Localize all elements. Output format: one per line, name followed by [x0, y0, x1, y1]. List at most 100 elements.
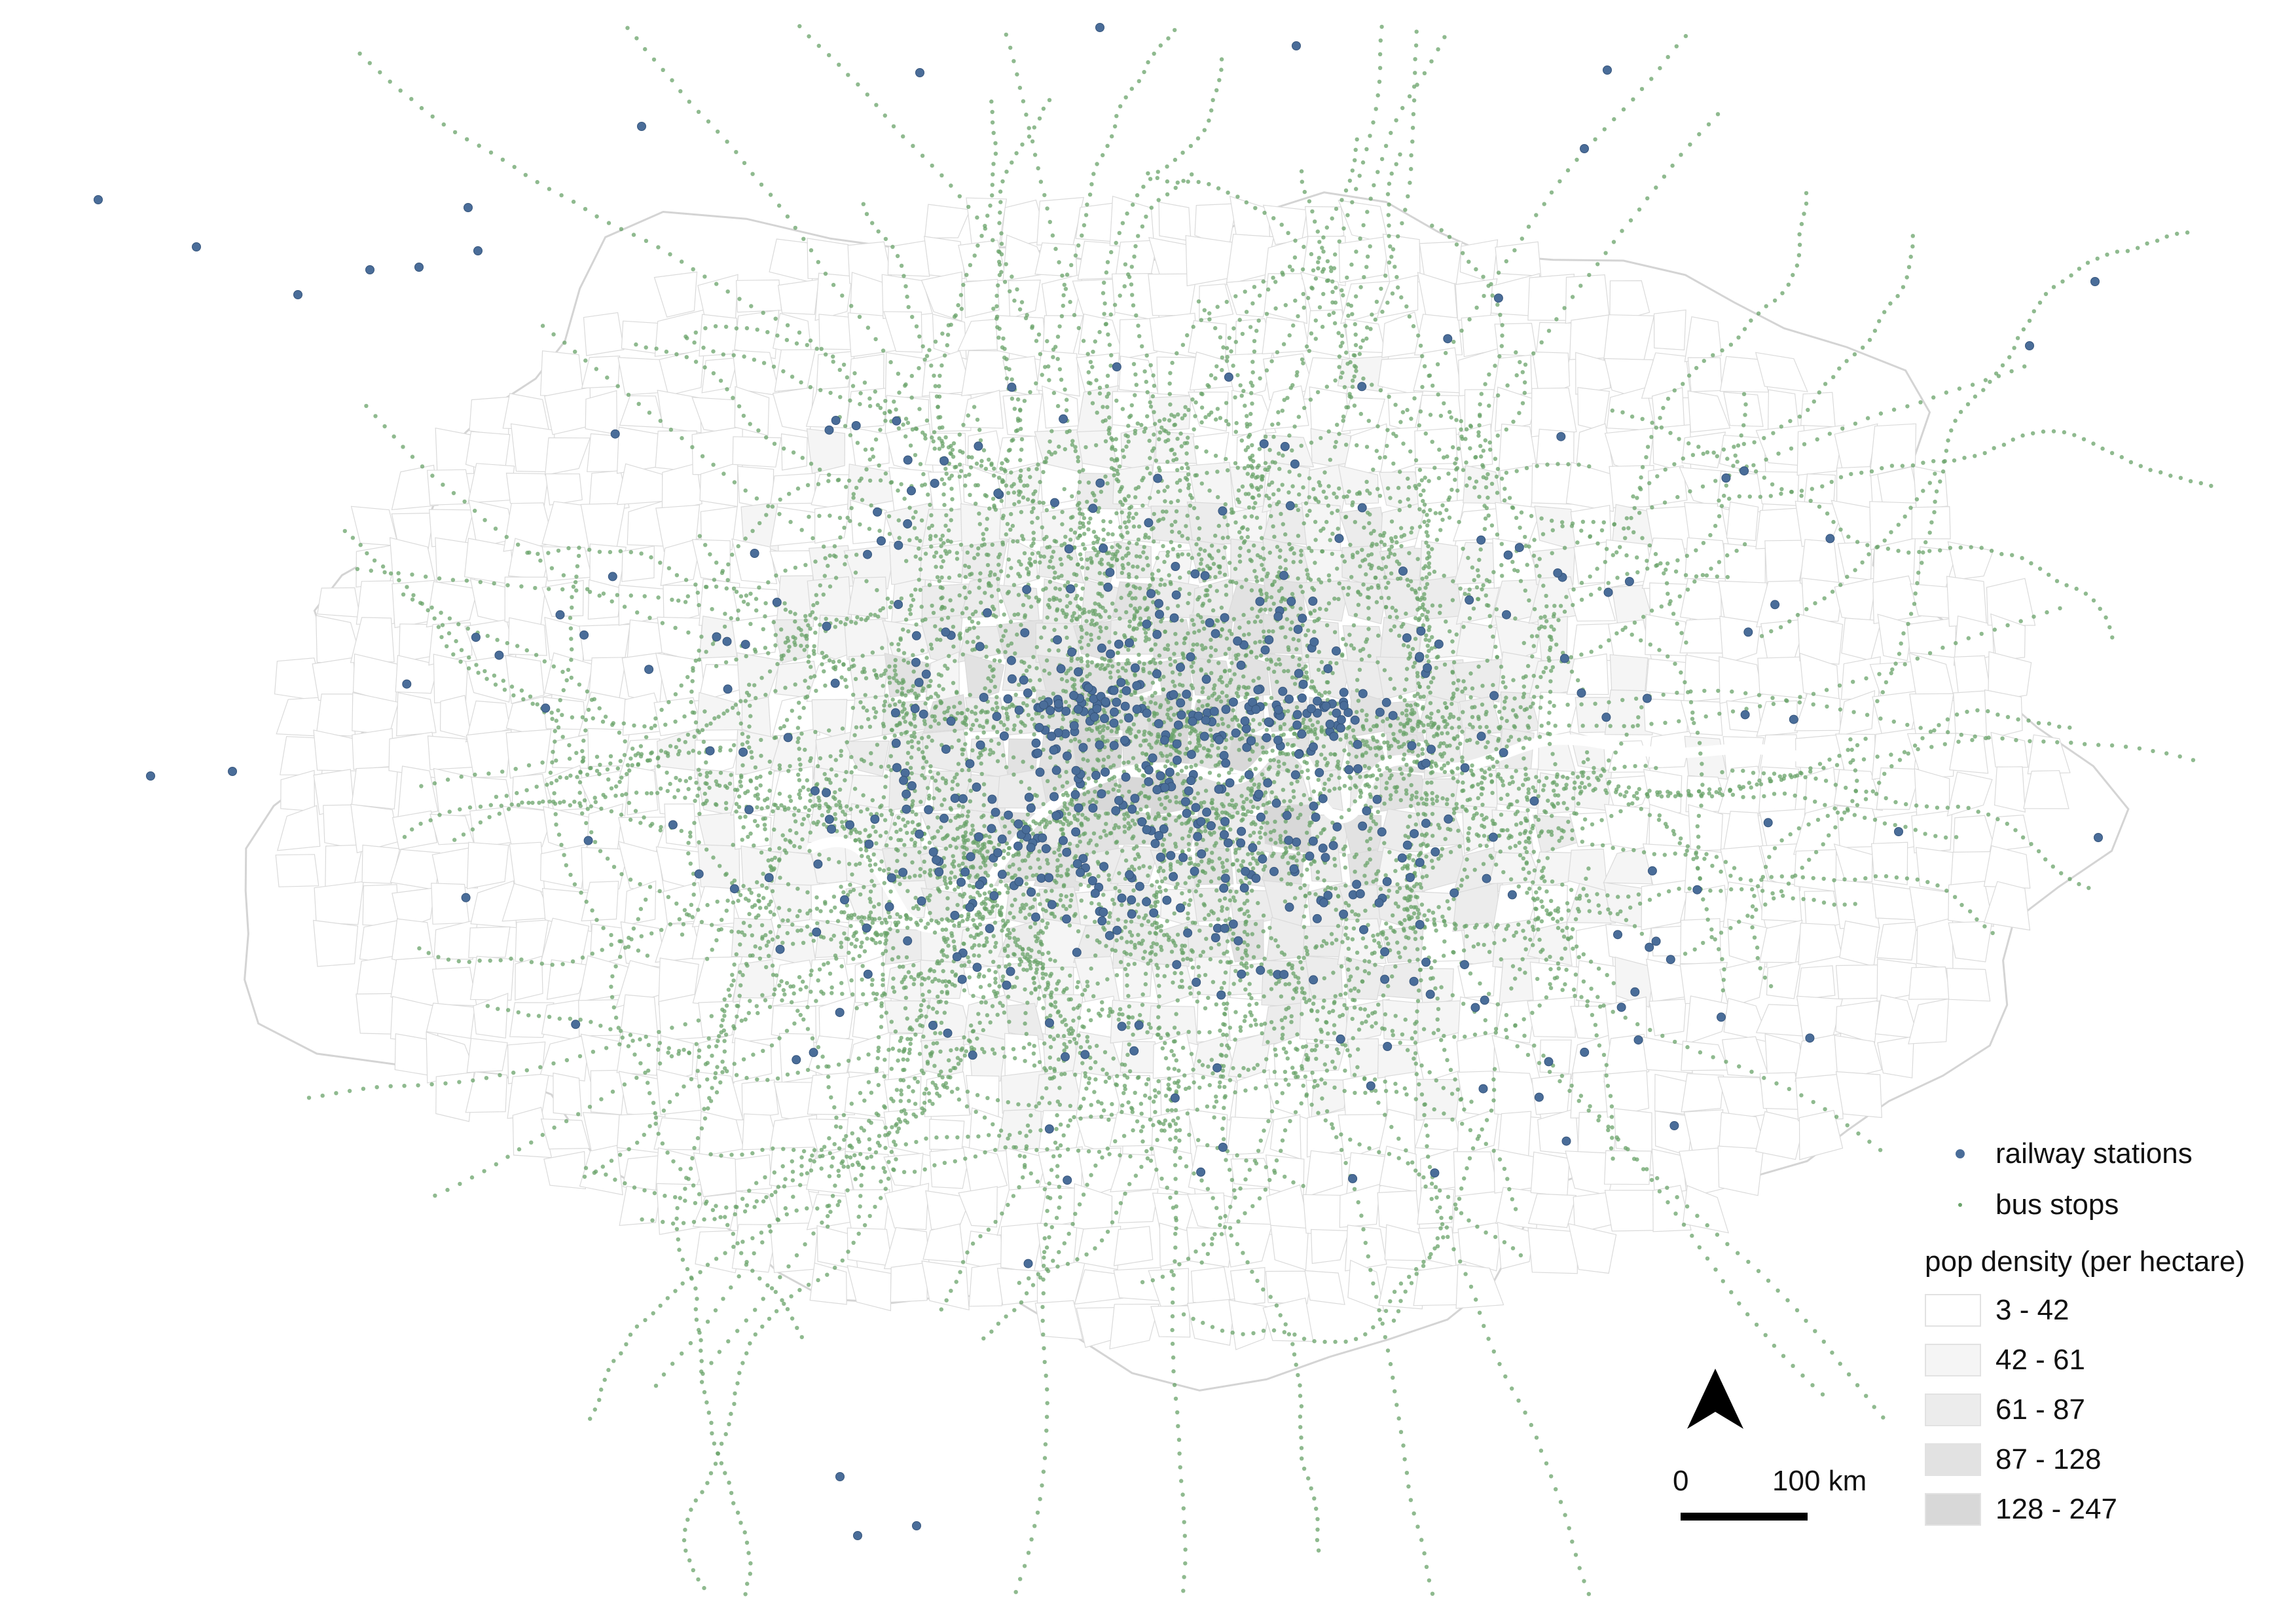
- bus-stop-dot: [810, 1036, 815, 1041]
- bus-stop-dot: [1548, 679, 1553, 684]
- bus-stop-dot: [1451, 681, 1456, 686]
- bus-stop-dot: [1481, 274, 1485, 279]
- bus-stop-dot: [702, 1390, 707, 1395]
- bus-stop-dot: [572, 800, 577, 804]
- bus-stop-dot: [1332, 999, 1337, 1005]
- bus-stop-dot: [1081, 1192, 1086, 1197]
- bus-stop-dot: [1209, 654, 1213, 658]
- density-area: [431, 845, 479, 889]
- bus-stop-dot: [2104, 615, 2108, 620]
- bus-stop-dot: [2098, 606, 2102, 611]
- bus-stop-dot: [1590, 842, 1595, 847]
- bus-stop-dot: [590, 951, 594, 956]
- bus-stop-dot: [1910, 463, 1916, 468]
- density-area: [627, 766, 659, 816]
- bus-stop-dot: [848, 889, 853, 894]
- bus-stop-dot: [428, 818, 433, 822]
- bus-stop-dot: [902, 496, 907, 501]
- bus-stop-dot: [697, 811, 702, 817]
- bus-stop-dot: [1015, 632, 1019, 637]
- bus-stop-dot: [1157, 994, 1161, 999]
- bus-stop-dot: [871, 824, 875, 829]
- bus-stop-dot: [1958, 545, 1963, 550]
- bus-stop-dot: [871, 454, 876, 459]
- bus-stop-dot: [1355, 688, 1359, 693]
- bus-stop-dot: [993, 970, 998, 974]
- bus-stop-dot: [1228, 898, 1233, 903]
- bus-stop-dot: [1616, 895, 1620, 899]
- bus-stop-dot: [1080, 233, 1084, 238]
- bus-stop-dot: [806, 685, 811, 690]
- bus-stop-dot: [1059, 377, 1064, 382]
- bus-stop-dot: [1349, 988, 1353, 993]
- bus-stop-dot: [824, 616, 828, 621]
- density-area: [1645, 658, 1690, 695]
- bus-stop-dot: [1282, 1330, 1287, 1335]
- bus-stop-dot: [1066, 1231, 1071, 1236]
- bus-stop-dot: [1115, 1074, 1120, 1079]
- bus-stop-dot: [1860, 560, 1865, 565]
- bus-stop-dot: [686, 786, 691, 792]
- bus-stop-dot: [1015, 612, 1021, 617]
- bus-stop-dot: [931, 1041, 936, 1046]
- bus-stop-dot: [724, 586, 729, 591]
- density-area: [553, 1072, 582, 1116]
- bus-stop-dot: [1611, 981, 1616, 986]
- bus-stop-dot: [870, 221, 875, 225]
- bus-stop-dot: [1609, 1104, 1614, 1109]
- bus-stop-dot: [1586, 898, 1592, 904]
- density-area: [582, 1112, 627, 1155]
- bus-stop-dot: [972, 556, 977, 561]
- bus-stop-dot: [1072, 572, 1077, 576]
- bus-stop-dot: [1324, 763, 1329, 767]
- bus-stop-dot: [1714, 855, 1719, 859]
- bus-stop-dot: [2005, 714, 2011, 720]
- bus-stop-dot: [761, 361, 767, 365]
- bus-stop-dot: [1089, 1115, 1093, 1119]
- bus-stop-dot: [1010, 819, 1015, 823]
- bus-stop-dot: [1048, 439, 1052, 444]
- bus-stop-dot: [997, 221, 1002, 225]
- bus-stop-dot: [1327, 1010, 1332, 1015]
- bus-stop-dot: [1004, 711, 1009, 716]
- bus-stop-dot: [1550, 879, 1555, 884]
- bus-stop-dot: [1160, 1046, 1165, 1051]
- bus-stop-dot: [1133, 393, 1137, 397]
- bus-stop-dot: [1302, 914, 1307, 919]
- bus-stop-dot: [1345, 957, 1350, 961]
- bus-stop-dot: [1218, 1080, 1222, 1085]
- bus-stop-dot: [1335, 422, 1339, 427]
- bus-stop-dot: [1223, 502, 1228, 507]
- bus-stop-dot: [832, 544, 837, 549]
- bus-stop-dot: [1355, 443, 1359, 448]
- bus-stop-dot: [1091, 994, 1096, 999]
- bus-stop-dot: [1031, 819, 1036, 824]
- bus-stop-dot: [1683, 853, 1688, 857]
- bus-stop-dot: [993, 684, 998, 690]
- bus-stop-dot: [1133, 822, 1137, 826]
- bus-stop-dot: [1233, 1195, 1237, 1200]
- bus-stop-dot: [893, 702, 898, 707]
- bus-stop-dot: [1550, 752, 1555, 756]
- bus-stop-dot: [922, 1100, 927, 1105]
- bus-stop-dot: [1859, 470, 1864, 475]
- bus-stop-dot: [759, 923, 765, 928]
- bus-stop-dot: [577, 545, 581, 550]
- bus-stop-dot: [1515, 809, 1520, 814]
- bus-stop-dot: [991, 473, 996, 478]
- bus-stop-dot: [883, 1145, 888, 1151]
- bus-stop-dot: [1954, 712, 1959, 717]
- bus-stop-dot: [909, 739, 914, 744]
- bus-stop-dot: [828, 754, 833, 759]
- bus-stop-dot: [777, 983, 782, 988]
- bus-stop-dot: [798, 767, 803, 772]
- bus-stop-dot: [1026, 712, 1031, 718]
- bus-stop-dot: [1402, 533, 1407, 538]
- bus-stop-dot: [1588, 959, 1594, 964]
- bus-stop-dot: [1295, 779, 1300, 784]
- bus-stop-dot: [1264, 657, 1269, 662]
- bus-stop-dot: [709, 1420, 714, 1425]
- bus-stop-dot: [948, 843, 953, 849]
- bus-stop-dot: [1122, 824, 1127, 829]
- bus-stop-dot: [1129, 403, 1135, 408]
